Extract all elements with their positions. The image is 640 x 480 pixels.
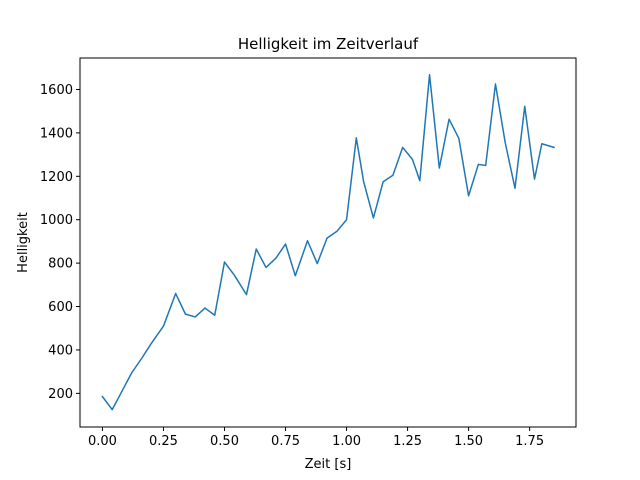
series-line (101, 73, 555, 411)
y-tick-label: 200 (48, 387, 73, 402)
y-tick-label: 1600 (40, 83, 73, 98)
y-tick-label: 1200 (40, 170, 73, 185)
y-axis: 200 400 600 800 1000 1200 1400 1600 (40, 83, 80, 402)
x-tick-label: 1.00 (332, 434, 361, 449)
x-axis-title: Zeit [s] (305, 457, 352, 472)
y-axis-title: Helligkeit (16, 212, 31, 273)
x-tick-label: 0.00 (88, 434, 117, 449)
x-axis: 0.00 0.25 0.50 0.75 1.00 1.25 1.50 1.75 (88, 427, 544, 449)
plot-layer (101, 73, 555, 411)
chart-title: Helligkeit im Zeitverlauf (238, 35, 419, 53)
y-tick-label: 600 (48, 300, 73, 315)
x-tick-label: 1.50 (454, 434, 483, 449)
x-tick-label: 0.75 (271, 434, 300, 449)
x-tick-label: 0.50 (210, 434, 239, 449)
y-tick-label: 400 (48, 343, 73, 358)
y-tick-label: 1400 (40, 126, 73, 141)
x-tick-label: 1.75 (515, 434, 544, 449)
x-tick-label: 1.25 (393, 434, 422, 449)
x-tick-label: 0.25 (149, 434, 178, 449)
plot-area (79, 57, 577, 428)
y-tick-label: 800 (48, 257, 73, 272)
y-tick-label: 1000 (40, 213, 73, 228)
